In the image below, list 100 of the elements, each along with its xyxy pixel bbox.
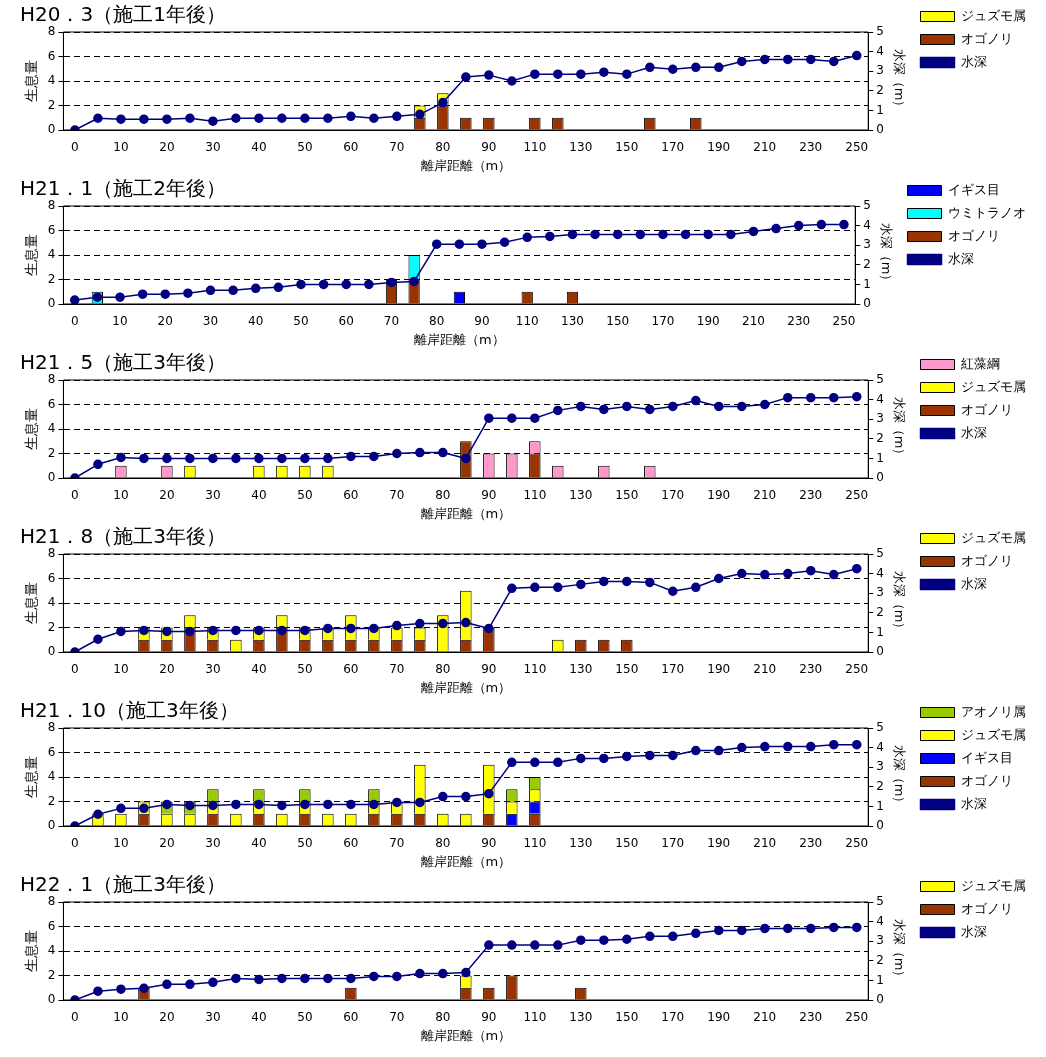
point <box>185 979 195 990</box>
point <box>277 625 287 636</box>
x-tick-label: 10 <box>113 662 129 677</box>
x-tick-label: 20 <box>159 836 175 851</box>
x-tick-label: 80 <box>435 662 451 677</box>
point <box>277 453 287 464</box>
point <box>254 625 264 636</box>
x-tick-label: 250 <box>845 488 869 503</box>
chart-title: H20．3（施工1年後） <box>20 2 226 27</box>
point <box>162 453 172 464</box>
point <box>852 50 862 61</box>
point <box>645 750 655 761</box>
y-tick-label: 6 <box>47 744 56 759</box>
point <box>369 971 379 982</box>
point <box>139 453 149 464</box>
point <box>254 974 264 985</box>
x-tick-label: 40 <box>251 836 267 851</box>
x-tick-label: 230 <box>787 314 811 329</box>
y2-tick-label: 0 <box>876 644 884 659</box>
point <box>300 799 310 810</box>
x-tick-label: 70 <box>389 488 405 503</box>
y2-axis-title: 水深（m） <box>892 48 908 114</box>
point <box>431 239 442 249</box>
point <box>760 399 770 410</box>
x-tick-label: 110 <box>523 836 547 851</box>
point <box>783 923 793 934</box>
x-tick-label: 90 <box>481 662 497 677</box>
y2-tick-label: 0 <box>876 818 884 833</box>
x-tick-label: 20 <box>159 140 175 155</box>
point <box>415 797 425 808</box>
y2-tick-label: 2 <box>876 82 884 97</box>
point <box>645 577 655 588</box>
x-tick-label: 50 <box>297 662 313 677</box>
point <box>254 799 264 810</box>
point <box>530 940 540 950</box>
legend-label: 水深 <box>961 575 987 591</box>
y2-tick-label: 5 <box>876 894 884 909</box>
point <box>622 751 632 762</box>
x-tick-label: 60 <box>343 1010 359 1025</box>
point <box>622 401 632 412</box>
point <box>576 401 586 412</box>
y2-tick-label: 2 <box>863 256 871 271</box>
point <box>839 219 849 230</box>
x-tick-label: 60 <box>343 488 359 503</box>
point <box>139 983 149 993</box>
point <box>553 69 563 79</box>
point <box>635 229 646 240</box>
point <box>748 226 759 237</box>
x-tick-label: 150 <box>615 662 639 677</box>
x-tick-label: 20 <box>159 662 175 677</box>
y-axis-title: 生息量 <box>23 582 40 624</box>
point <box>793 220 804 231</box>
x-tick-label: 60 <box>343 662 359 677</box>
point <box>162 799 172 810</box>
chart-title: H21．1（施工2年後） <box>20 176 226 201</box>
point <box>231 113 241 123</box>
point <box>346 451 356 462</box>
y-tick-label: 2 <box>47 967 56 982</box>
point <box>668 750 678 761</box>
point <box>806 392 816 403</box>
x-tick-label: 130 <box>569 662 593 677</box>
y2-tick-label: 5 <box>876 372 884 387</box>
point <box>590 229 600 240</box>
x-tick-label: 60 <box>338 314 354 329</box>
point <box>273 282 284 293</box>
x-tick-label: 210 <box>753 836 777 851</box>
y-tick-label: 6 <box>47 570 56 585</box>
x-tick-label: 10 <box>113 1010 129 1025</box>
point <box>369 799 379 810</box>
point <box>137 289 148 299</box>
point <box>415 618 425 629</box>
x-tick-label: 230 <box>799 488 823 503</box>
point <box>714 925 724 936</box>
point <box>93 809 103 819</box>
point <box>852 922 862 933</box>
point <box>93 634 103 645</box>
point <box>816 219 827 230</box>
legend-label: ウミトラノオ <box>948 204 1026 220</box>
point <box>507 757 517 768</box>
point <box>691 582 701 593</box>
point <box>760 569 770 580</box>
x-tick-label: 130 <box>569 836 593 851</box>
y2-axis-title: 水深（m） <box>892 918 908 984</box>
x-tick-label: 70 <box>389 1010 405 1025</box>
x-tick-label: 70 <box>389 662 405 677</box>
y-axis-title: 生息量 <box>23 408 40 450</box>
point <box>115 292 125 302</box>
x-tick-label: 40 <box>251 488 267 503</box>
legend-label: ジュズモ属 <box>961 877 1026 893</box>
point <box>70 295 80 304</box>
x-tick-label: 40 <box>251 662 267 677</box>
point <box>576 579 586 590</box>
point <box>160 289 170 299</box>
point <box>438 618 448 629</box>
point <box>726 229 736 240</box>
point <box>415 968 425 979</box>
x-tick-label: 70 <box>389 836 405 851</box>
point <box>300 113 310 123</box>
x-tick-label: 40 <box>248 314 264 329</box>
x-tick-label: 250 <box>845 662 869 677</box>
